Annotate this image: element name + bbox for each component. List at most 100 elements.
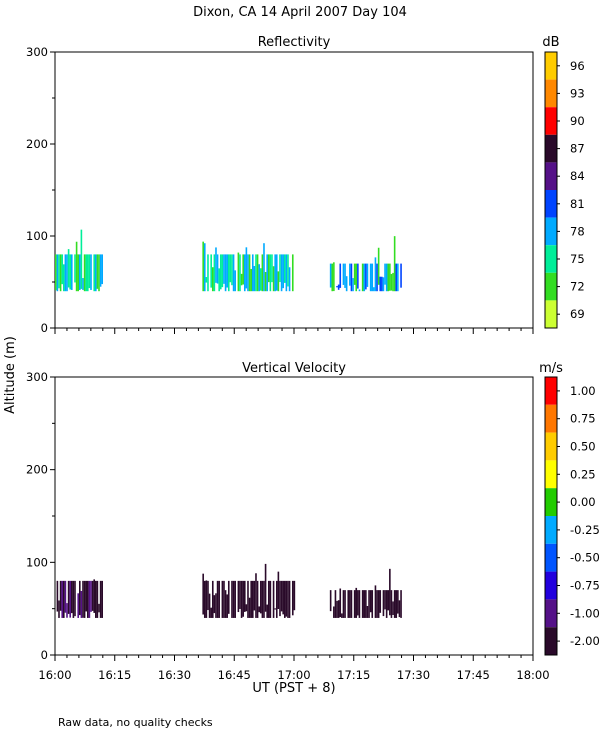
x-tick-label: 17:00 [277,668,310,682]
data-column [242,254,244,285]
data-column [245,247,248,289]
data-column [277,571,280,609]
data-column [331,263,334,292]
data-column [334,590,337,618]
data-column [210,254,212,288]
data-column [88,580,91,618]
data-column [279,254,281,283]
data-column [271,254,273,283]
data-column [83,580,86,618]
data-column [347,590,350,618]
data-column [66,603,68,618]
velocity-x-ticks [54,655,534,661]
colorbar-swatch [545,543,557,572]
data-column [215,593,217,618]
colorbar-label: 72 [570,280,585,294]
data-column [58,254,60,289]
data-column [77,593,79,618]
data-column [393,590,396,618]
colorbar-label: -0.25 [570,523,600,537]
data-column [207,254,209,292]
data-column [361,263,364,292]
data-column [96,580,99,618]
data-column [350,590,353,618]
data-column [247,580,249,618]
data-column [211,580,214,618]
colorbar-label: 0.50 [570,440,596,454]
data-column [224,590,227,618]
data-column [274,608,276,610]
data-column [69,580,71,618]
data-column [357,263,359,289]
data-column [66,254,68,292]
data-column [344,263,346,288]
colorbar-label: 93 [570,86,585,100]
data-column [282,254,284,289]
data-column [250,268,252,292]
data-column [283,580,286,618]
data-column [369,263,372,292]
velocity-unit: m/s [539,361,563,376]
data-column [263,243,265,292]
data-column [207,580,209,611]
data-column [248,597,251,618]
data-column [90,254,92,290]
data-column [337,600,340,618]
data-column [245,604,248,612]
data-column [248,254,251,292]
data-column [337,284,340,290]
data-column [79,580,81,616]
data-column [352,278,354,292]
data-column [75,241,78,292]
data-column [203,243,206,292]
y-tick-label: 100 [26,229,48,243]
data-column [400,263,402,288]
data-column [382,277,385,292]
data-column [368,590,370,618]
y-tick-label: 100 [26,555,48,569]
data-column [234,270,236,292]
data-column [385,590,388,618]
colorbar-swatch [545,488,557,516]
colorbar-label: 90 [570,114,585,128]
data-column [261,254,264,292]
data-column [203,580,206,618]
data-column [282,580,284,615]
data-column [379,276,382,292]
colorbar-swatch [545,460,557,489]
data-column [59,254,62,292]
data-column [280,580,283,612]
data-column [58,600,60,618]
data-column [77,254,79,292]
data-column [82,580,84,618]
colorbar-swatch [545,516,557,544]
data-column [397,263,399,292]
data-column [256,254,259,292]
colorbar-swatch [545,79,557,108]
data-column [371,263,374,292]
colorbar-label: -2.00 [570,634,600,648]
data-column [275,254,278,291]
data-column [71,254,73,290]
data-column [365,263,367,290]
data-column [218,580,220,618]
data-column [213,254,216,292]
data-column [264,272,267,292]
data-column [287,580,289,618]
data-column [69,254,71,290]
colorbar-label: 96 [570,59,585,73]
data-column [63,264,65,292]
data-column [267,254,270,283]
data-column [355,587,358,618]
data-column [87,254,89,292]
data-column [85,580,87,612]
data-column [229,254,232,283]
data-column [358,590,361,618]
colorbar-label: 1.00 [570,384,596,398]
data-column [67,580,70,614]
reflectivity-x-ticks [54,328,534,334]
data-column [366,263,369,287]
data-column [205,277,208,283]
colorbar-label: 0.75 [570,412,596,426]
data-column [267,580,270,618]
